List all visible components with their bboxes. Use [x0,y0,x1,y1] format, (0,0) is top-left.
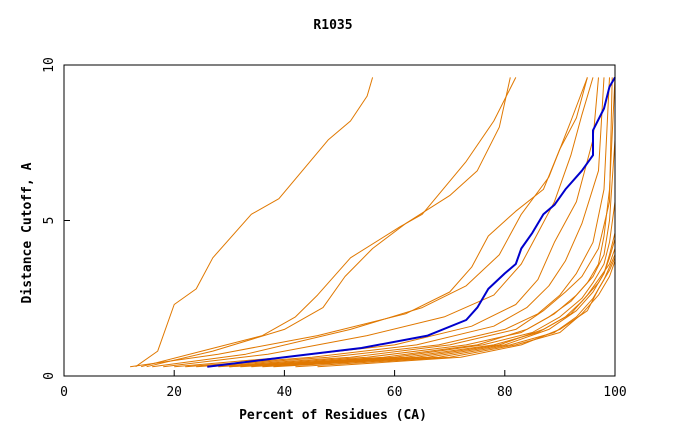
series-line-18 [295,260,616,368]
y-tick-label-1: 5 [42,217,57,225]
series-line-2 [140,77,517,368]
series-line-13 [229,201,616,368]
series-line-9 [196,77,610,368]
x-tick-label-3: 60 [387,385,403,400]
series-line-17 [273,254,616,368]
x-tick-label-5: 100 [603,385,626,400]
series-line-11 [218,77,616,368]
x-tick-label-2: 40 [277,385,293,400]
y-tick-label-2: 10 [42,57,57,73]
y-tick-label-0: 0 [42,372,57,380]
x-tick-label-1: 20 [166,385,182,400]
series-line-12 [229,139,616,368]
series-line-1 [135,77,374,368]
series-line-6 [163,77,594,368]
plot-frame [63,64,616,377]
x-axis-label: Percent of Residues (CA) [239,408,427,423]
series-line-19 [317,257,616,368]
y-axis-label: Distance Cutoff, A [20,162,35,303]
series-line-14 [240,232,616,368]
series-line-8 [185,77,605,368]
series-line-4 [130,77,588,368]
series-lines [130,76,616,368]
series-line-16 [262,239,616,368]
axis-ticks: 0 20 40 60 80 100 0 5 10 [42,57,627,400]
series-line-3 [146,77,511,368]
x-tick-label-4: 80 [497,385,513,400]
x-tick-label-0: 0 [60,385,68,400]
series-line-10 [207,77,613,368]
series-line-5 [152,77,588,368]
series-line-7 [174,77,599,368]
chart-title: R1035 [313,18,352,33]
series-line-highlight [207,76,616,368]
